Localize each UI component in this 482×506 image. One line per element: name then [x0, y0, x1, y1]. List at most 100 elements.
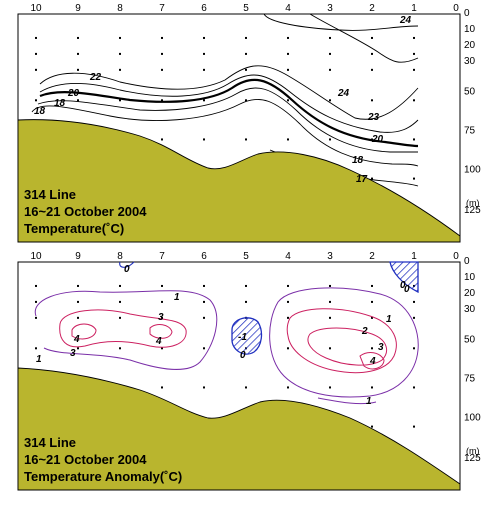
- station-dot: [203, 52, 205, 55]
- station-dot: [35, 347, 37, 350]
- y-tick-label: 20: [464, 288, 476, 299]
- isotherm-23: [309, 13, 419, 63]
- y-tick-label: 0: [464, 256, 470, 267]
- station-dot: [35, 36, 37, 39]
- y-tick-label: 100: [464, 165, 481, 176]
- station-dot: [413, 138, 415, 141]
- y-tick-label: 10: [464, 272, 476, 283]
- contour-label: 1: [36, 354, 42, 365]
- station-dot: [203, 284, 205, 287]
- station-dot: [245, 99, 247, 102]
- contour-label: 1: [174, 292, 180, 303]
- station-dot: [413, 36, 415, 39]
- isotherm-18: [31, 98, 419, 167]
- station-dot: [119, 316, 121, 319]
- anomaly-contour-1-bottom: [317, 397, 377, 405]
- x-tick-label: 2: [369, 3, 375, 14]
- y-tick-label: 10: [464, 24, 476, 35]
- station-dot: [413, 425, 415, 428]
- station-dot: [161, 68, 163, 71]
- station-dot: [161, 52, 163, 55]
- y-tick-label: 75: [464, 125, 476, 136]
- station-dot: [203, 386, 205, 389]
- station-dot: [203, 316, 205, 319]
- y-tick-labels: 0 10 20 30 50 75 100 125: [464, 256, 481, 464]
- station-dot: [245, 36, 247, 39]
- anomaly-contour-2-right: [286, 308, 397, 374]
- x-tick-label: 2: [369, 251, 375, 262]
- station-dot: [371, 316, 373, 319]
- panel-title-line-2: 16~21 October 2004: [24, 452, 147, 467]
- contour-label: 3: [158, 312, 164, 323]
- anomaly-contour-1-right: [269, 287, 419, 398]
- contour-label: 18: [54, 98, 66, 109]
- station-dot: [77, 347, 79, 350]
- contour-label: 0: [400, 280, 406, 291]
- station-dot: [203, 36, 205, 39]
- anomaly-contour-4-right: [359, 352, 385, 370]
- y-tick-label: 0: [464, 8, 470, 19]
- x-tick-labels: 10 9 8 7 6 5 4 3 2 1 0: [30, 3, 459, 14]
- station-dot: [119, 284, 121, 287]
- x-tick-label: 5: [243, 251, 249, 262]
- x-tick-label: 10: [30, 3, 42, 14]
- isotherm-21: [39, 74, 419, 133]
- station-dot: [287, 36, 289, 39]
- contour-label: 0: [404, 284, 410, 295]
- station-dot: [161, 99, 163, 102]
- contour-label: 3: [70, 348, 76, 359]
- x-tick-label: 5: [243, 3, 249, 14]
- station-dot: [119, 347, 121, 350]
- station-dot: [161, 347, 163, 350]
- seabed: [17, 119, 461, 243]
- station-dot: [371, 177, 373, 180]
- station-dot: [371, 386, 373, 389]
- station-dot: [35, 300, 37, 303]
- anomaly-contour-3-left: [59, 309, 187, 348]
- contour-label: 23: [367, 112, 380, 123]
- contour-label: 3: [378, 342, 384, 353]
- station-dot: [119, 52, 121, 55]
- x-tick-label: 3: [327, 3, 333, 14]
- contour-label: 20: [67, 88, 80, 99]
- station-dot: [287, 347, 289, 350]
- station-dot: [371, 36, 373, 39]
- x-tick-labels: 10 9 8 7 6 5 4 3 2 1 0: [30, 251, 459, 262]
- station-dot: [287, 316, 289, 319]
- station-dot: [77, 99, 79, 102]
- station-dot: [287, 138, 289, 141]
- x-tick-label: 10: [30, 251, 42, 262]
- station-dot: [413, 300, 415, 303]
- station-dot: [413, 386, 415, 389]
- station-dot: [287, 99, 289, 102]
- station-dot: [203, 68, 205, 71]
- station-dot: [371, 300, 373, 303]
- station-dot: [371, 52, 373, 55]
- station-dot: [329, 347, 331, 350]
- station-dot: [371, 347, 373, 350]
- y-tick-labels: 0 10 20 30 50 75 100 125: [464, 8, 481, 216]
- panel-title-line-1: 314 Line: [24, 187, 76, 202]
- station-dot: [119, 68, 121, 71]
- station-dot: [203, 138, 205, 141]
- anomaly-contour-1-left: [34, 290, 218, 370]
- station-dot: [371, 99, 373, 102]
- panel-title-line-1: 314 Line: [24, 435, 76, 450]
- depth-unit: (m): [466, 446, 480, 456]
- x-tick-label: 9: [75, 3, 81, 14]
- station-dot: [371, 425, 373, 428]
- x-tick-label: 8: [117, 251, 123, 262]
- contour-label: 18: [352, 155, 364, 166]
- station-dot: [77, 284, 79, 287]
- station-dot: [329, 300, 331, 303]
- contour-label: 4: [155, 336, 162, 347]
- station-dot: [161, 284, 163, 287]
- station-dot: [119, 300, 121, 303]
- isotherm-22: [39, 65, 419, 120]
- x-tick-label: 8: [117, 3, 123, 14]
- station-dot: [35, 284, 37, 287]
- station-dot: [329, 99, 331, 102]
- contour-label: 4: [369, 356, 376, 367]
- station-dot: [413, 68, 415, 71]
